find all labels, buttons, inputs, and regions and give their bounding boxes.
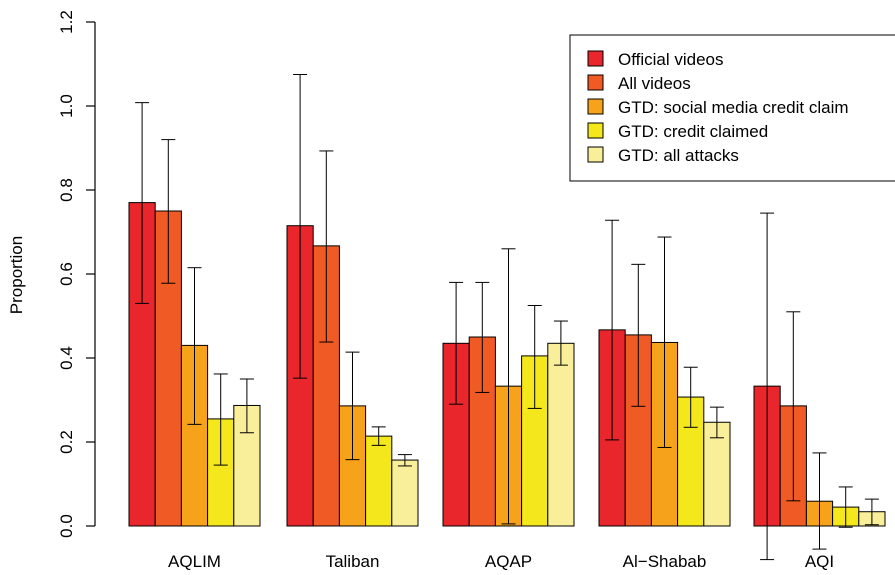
legend-swatch — [587, 122, 604, 139]
y-tick-label: 0.0 — [57, 514, 76, 538]
legend-box — [569, 34, 895, 182]
x-tick-label: AQLIM — [168, 552, 221, 571]
legend: Official videos All videos GTD: social med… — [569, 34, 895, 182]
bar — [547, 342, 575, 527]
x-tick-label: Al−Shabab — [623, 552, 707, 571]
x-tick-label: AQI — [805, 552, 834, 571]
x-tick-label: Taliban — [326, 552, 380, 571]
legend-label: All videos — [618, 74, 691, 93]
legend-swatch — [587, 146, 604, 163]
bars — [128, 202, 886, 527]
y-tick-label: 0.6 — [57, 262, 76, 286]
y-tick-label: 1.2 — [57, 10, 76, 34]
y-tick-label: 0.8 — [57, 178, 76, 202]
bar — [391, 459, 419, 527]
y-tick-label: 0.2 — [57, 430, 76, 454]
legend-label: GTD: credit claimed — [618, 122, 768, 141]
legend-label: GTD: all attacks — [618, 146, 739, 165]
legend-swatch — [587, 50, 604, 67]
bar — [365, 435, 393, 527]
bar — [703, 421, 731, 527]
legend-swatch — [587, 98, 604, 115]
legend-label: Official videos — [618, 50, 724, 69]
y-tick-label: 0.4 — [57, 346, 76, 370]
y-axis-title: Proportion — [7, 236, 26, 314]
error-bars — [135, 74, 879, 561]
legend-swatch — [587, 74, 604, 91]
y-axis: 0.0 0.2 0.4 0.6 0.8 1.0 1.2 — [57, 10, 96, 538]
legend-label: GTD: social media credit claim — [618, 98, 849, 117]
category-labels: AQLIM Taliban AQAP Al−Shabab AQI — [168, 552, 834, 571]
x-tick-label: AQAP — [485, 552, 532, 571]
y-tick-label: 1.0 — [57, 94, 76, 118]
